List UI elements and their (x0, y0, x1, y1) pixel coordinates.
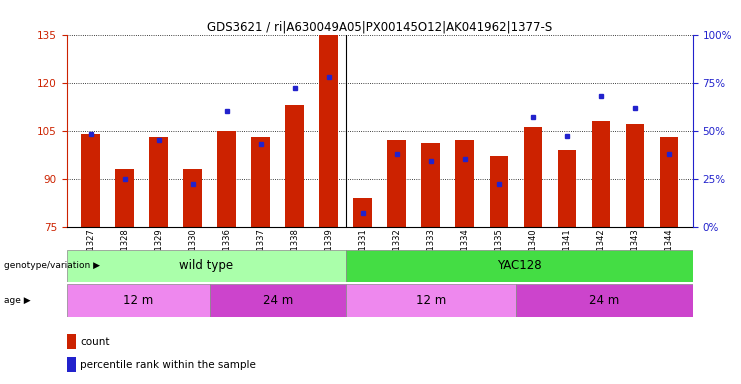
Bar (524, 127, 542, 227)
Text: percentile rank within the sample: percentile rank within the sample (80, 360, 256, 370)
Bar (388, 140, 406, 227)
Bar (251, 137, 270, 227)
FancyBboxPatch shape (346, 284, 516, 317)
Title: GDS3621 / ri|A630049A05|PX00145O12|AK041962|1377-S: GDS3621 / ri|A630049A05|PX00145O12|AK041… (207, 20, 552, 33)
Bar (659, 137, 678, 227)
Bar (591, 121, 611, 227)
Text: YAC128: YAC128 (497, 260, 542, 272)
Bar (285, 105, 304, 227)
Bar (353, 198, 372, 227)
Bar (115, 169, 134, 227)
Bar (422, 143, 440, 227)
FancyBboxPatch shape (516, 284, 693, 317)
Bar (217, 131, 236, 227)
Text: 24 m: 24 m (589, 294, 619, 307)
Bar (183, 169, 202, 227)
Text: 24 m: 24 m (262, 294, 293, 307)
Bar (456, 140, 474, 227)
Text: 12 m: 12 m (416, 294, 446, 307)
FancyBboxPatch shape (67, 250, 346, 282)
Bar (557, 150, 576, 227)
FancyBboxPatch shape (210, 284, 346, 317)
Bar (82, 134, 100, 227)
Bar (149, 137, 168, 227)
Text: count: count (80, 337, 110, 347)
Text: age ▶: age ▶ (4, 296, 30, 305)
FancyBboxPatch shape (346, 250, 693, 282)
FancyBboxPatch shape (67, 284, 210, 317)
Text: genotype/variation ▶: genotype/variation ▶ (4, 262, 100, 270)
Bar (490, 156, 508, 227)
Text: wild type: wild type (179, 260, 233, 272)
Text: 12 m: 12 m (123, 294, 153, 307)
Bar (625, 124, 645, 227)
Bar (319, 35, 338, 227)
